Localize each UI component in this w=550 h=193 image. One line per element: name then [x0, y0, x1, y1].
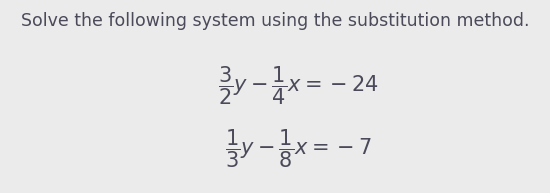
Text: $\dfrac{1}{3}y - \dfrac{1}{8}x = -7$: $\dfrac{1}{3}y - \dfrac{1}{8}x = -7$ [225, 128, 372, 170]
Text: $\dfrac{3}{2}y - \dfrac{1}{4}x = -24$: $\dfrac{3}{2}y - \dfrac{1}{4}x = -24$ [218, 64, 378, 107]
Text: Solve the following system using the substitution method.: Solve the following system using the sub… [21, 12, 529, 30]
